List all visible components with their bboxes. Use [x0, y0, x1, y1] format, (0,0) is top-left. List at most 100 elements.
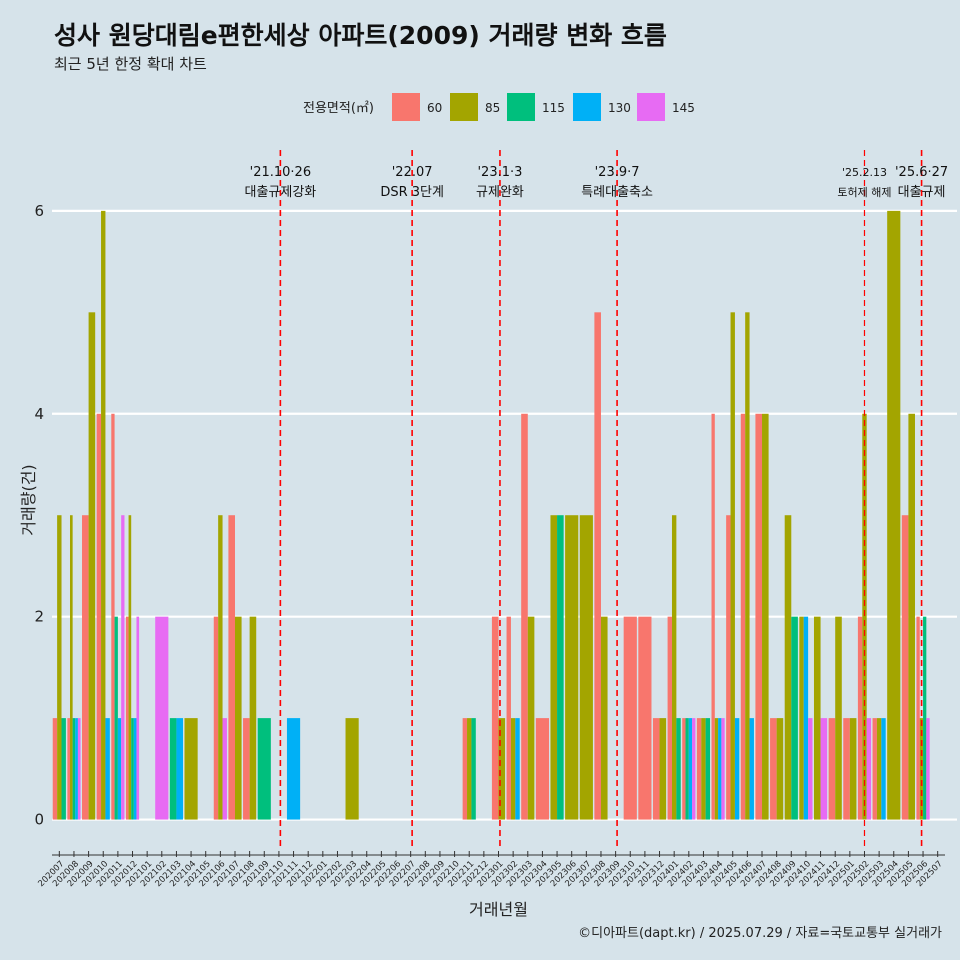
bar-60-202009 [82, 515, 89, 820]
event-label: 특례대출축소 [581, 185, 653, 200]
x-axis-title: 거래년월 [469, 900, 528, 919]
event-date: '23.9·7 [595, 165, 640, 180]
event-date: '21.10·26 [250, 165, 311, 180]
bar-85-202307 [579, 515, 593, 820]
bar-115-202506 [923, 616, 927, 820]
bar-60-202503 [872, 718, 877, 820]
bar-60-202008 [67, 718, 71, 820]
legend-swatch-130 [573, 93, 601, 121]
bar-130-202012 [133, 718, 137, 820]
bar-85-202407 [762, 413, 769, 820]
bar-60-202211 [462, 718, 468, 820]
bar-85-202411 [813, 616, 821, 820]
bar-130-202503 [881, 718, 886, 820]
bar-85-202504 [887, 210, 901, 820]
bar-60-202407 [755, 413, 763, 820]
bar-115-202402 [685, 718, 689, 820]
bar-60-202502 [857, 616, 863, 820]
bar-60-202107 [228, 515, 235, 820]
bar-85-202409 [784, 515, 792, 820]
legend-label-60: 60 [427, 101, 442, 115]
bar-145-202008 [77, 718, 81, 820]
bar-85-202009 [88, 312, 96, 820]
bar-145-202106 [222, 718, 227, 820]
bar-60-202106 [213, 616, 219, 820]
bar-145-202410 [808, 718, 813, 820]
legend-swatch-115 [507, 93, 535, 121]
bar-60-202408 [770, 718, 777, 820]
bar-115-202305 [557, 515, 564, 820]
bar-85-202401 [671, 515, 677, 820]
bar-130-202011 [117, 718, 122, 820]
event-label: 규제완화 [476, 185, 524, 200]
bar-85-202403 [701, 718, 706, 820]
bar-130-202103 [176, 718, 184, 820]
y-tick-label: 6 [34, 202, 44, 220]
bar-60-202011 [111, 413, 115, 820]
bar-130-202008 [75, 718, 78, 820]
event-date: '22.07 [392, 165, 433, 180]
bar-115-202401 [676, 718, 681, 820]
bar-60-202402 [682, 718, 686, 820]
bar-60-202302 [506, 616, 511, 820]
event-label: 대출규제 [898, 185, 946, 200]
bar-60-202311 [638, 616, 652, 820]
bar-145-202102 [155, 616, 169, 820]
bar-85-202106 [218, 515, 223, 820]
bar-130-202402 [688, 718, 693, 820]
bar-60-202405 [726, 515, 731, 820]
bar-60-202406 [740, 413, 746, 820]
y-tick-label: 0 [34, 811, 44, 829]
bar-85-202305 [550, 515, 558, 820]
bar-85-202503 [876, 718, 882, 820]
bar-85-202008 [70, 515, 73, 820]
bar-85-202312 [659, 718, 667, 820]
y-axis-title: 거래량(건) [19, 464, 38, 535]
bar-85-202306 [565, 515, 579, 820]
chart-title: 성사 원당대림e편한세상 아파트(2009) 거래량 변화 흐름 [54, 21, 667, 50]
bar-85-202203 [345, 718, 359, 820]
bar-60-202012 [125, 616, 129, 820]
bar-85-202010 [101, 210, 106, 820]
legend-label-145: 145 [672, 101, 695, 115]
bar-85-202108 [249, 616, 257, 820]
bar-60-202501 [843, 718, 850, 820]
bar-130-202010 [105, 718, 110, 820]
event-date: '23.1·3 [477, 165, 522, 180]
bar-145-202012 [136, 616, 140, 820]
bar-85-202404 [714, 718, 719, 820]
bar-115-202007 [61, 718, 66, 820]
bar-85-202502 [862, 413, 867, 820]
bar-115-202012 [131, 718, 134, 820]
bar-85-202412 [835, 616, 842, 820]
bar-115-202109 [257, 718, 271, 820]
bar-85-202303 [527, 616, 535, 820]
bar-60-202403 [696, 718, 702, 820]
bar-60-202301 [491, 616, 499, 820]
legend-label-115: 115 [542, 101, 565, 115]
bar-85-202104 [184, 718, 198, 820]
bar-85-202301 [498, 718, 506, 820]
bar-60-202310 [623, 616, 637, 820]
event-label: 토허제 해제 [837, 185, 891, 199]
legend-title: 전용면적(㎡) [303, 101, 374, 116]
y-tick-label: 4 [34, 405, 44, 423]
legend-swatch-60 [392, 93, 420, 121]
bar-60-202506 [916, 616, 920, 820]
bar-130-202406 [749, 718, 754, 820]
bar-85-202506 [919, 718, 924, 820]
bar-85-202007 [57, 515, 62, 820]
event-date: '25.6·27 [895, 165, 948, 180]
bar-60-202304 [535, 718, 550, 820]
bar-115-202011 [114, 616, 118, 820]
bar-85-202107 [234, 616, 242, 820]
y-tick-label: 2 [34, 608, 44, 626]
legend-label-85: 85 [485, 101, 500, 115]
bar-115-202409 [791, 616, 798, 820]
bar-145-202502 [866, 718, 872, 820]
bar-85-202308 [600, 616, 608, 820]
bar-145-202402 [692, 718, 696, 820]
bar-60-202312 [652, 718, 660, 820]
bar-60-202007 [52, 718, 58, 820]
